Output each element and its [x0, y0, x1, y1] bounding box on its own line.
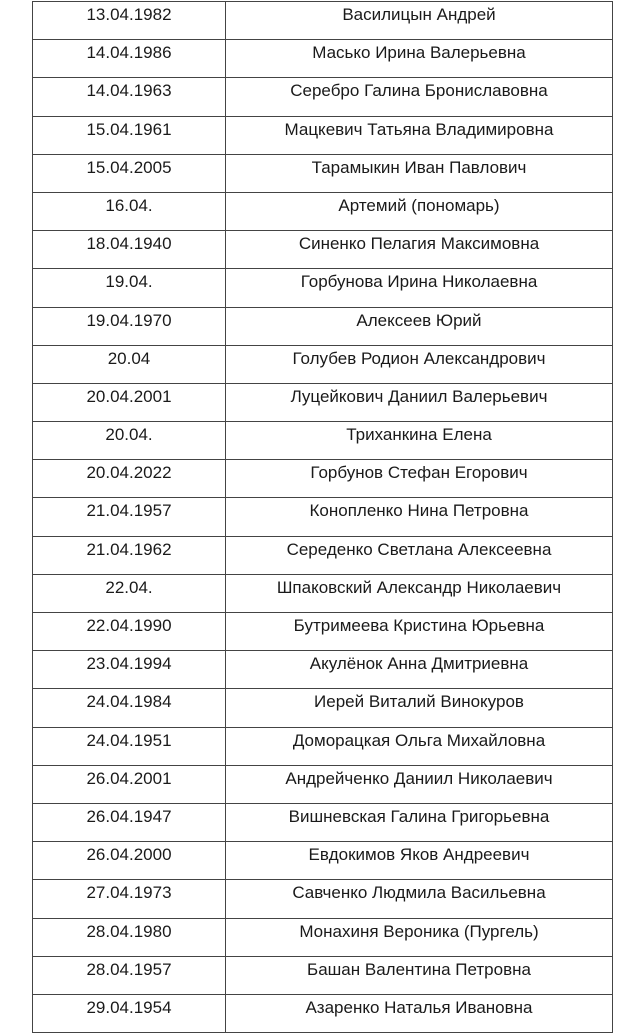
- name-cell: Триханкина Елена: [225, 421, 613, 461]
- table-row: 24.04.1984 Иерей Виталий Винокуров: [32, 688, 613, 728]
- date-cell: 14.04.1986: [32, 39, 226, 79]
- name-cell: Алексеев Юрий: [225, 306, 613, 346]
- table-row: 14.04.1963 Серебро Галина Брониславовна: [32, 77, 613, 117]
- name-cell: Башан Валентина Петровна: [225, 955, 613, 995]
- table-row: 16.04. Артемий (пономарь): [32, 191, 613, 232]
- name-cell: Азаренко Наталья Ивановна: [225, 993, 613, 1033]
- name-cell: Евдокимов Яков Андреевич: [225, 841, 613, 881]
- table-row: 23.04.1994 Акулёнок Анна Дмитриевна: [32, 650, 613, 690]
- name-cell: Артемий (пономарь): [225, 191, 613, 232]
- date-cell: 20.04.: [32, 421, 226, 461]
- name-cell: Василицын Андрей: [225, 0, 613, 41]
- date-cell: 18.04.1940: [32, 230, 226, 270]
- table-row: 21.04.1962 Середенко Светлана Алексеевна: [32, 535, 613, 575]
- date-cell: 16.04.: [32, 191, 226, 232]
- table-row: 29.04.1954 Азаренко Наталья Ивановна: [32, 993, 613, 1033]
- table-row: 14.04.1986 Масько Ирина Валерьевна: [32, 39, 613, 79]
- date-cell: 20.04.2001: [32, 382, 226, 423]
- name-cell: Савченко Людмила Васильевна: [225, 879, 613, 919]
- date-cell: 20.04.2022: [32, 459, 226, 499]
- date-cell: 19.04.1970: [32, 306, 226, 346]
- name-cell: Конопленко Нина Петровна: [225, 497, 613, 537]
- table-row: 13.04.1982 Василицын Андрей: [32, 0, 613, 41]
- name-cell: Горбунова Ирина Николаевна: [225, 268, 613, 308]
- name-cell: Вишневская Галина Григорьевна: [225, 802, 613, 843]
- name-cell: Акулёнок Анна Дмитриевна: [225, 650, 613, 690]
- table-row: 21.04.1957 Конопленко Нина Петровна: [32, 497, 613, 537]
- table-row: 22.04.1990 Бутримеева Кристина Юрьевна: [32, 611, 613, 652]
- date-cell: 28.04.1957: [32, 955, 226, 995]
- table-row: 20.04. Триханкина Елена: [32, 421, 613, 461]
- name-cell: Доморацкая Ольга Михайловна: [225, 726, 613, 766]
- name-cell: Середенко Светлана Алексеевна: [225, 535, 613, 575]
- date-cell: 27.04.1973: [32, 879, 226, 919]
- date-cell: 24.04.1951: [32, 726, 226, 766]
- name-cell: Синенко Пелагия Максимовна: [225, 230, 613, 270]
- date-cell: 14.04.1963: [32, 77, 226, 117]
- date-cell: 21.04.1962: [32, 535, 226, 575]
- name-cell: Андрейченко Даниил Николаевич: [225, 764, 613, 804]
- table-row: 24.04.1951 Доморацкая Ольга Михайловна: [32, 726, 613, 766]
- table-row: 27.04.1973 Савченко Людмила Васильевна: [32, 879, 613, 919]
- date-cell: 24.04.1984: [32, 688, 226, 728]
- date-cell: 20.04: [32, 344, 226, 384]
- dates-names-table: 13.04.1982 Василицын Андрей 14.04.1986 Мась…: [32, 0, 613, 1033]
- date-cell: 15.04.1961: [32, 115, 226, 155]
- name-cell: Луцейкович Даниил Валерьевич: [225, 382, 613, 423]
- name-cell: Бутримеева Кристина Юрьевна: [225, 611, 613, 652]
- table-row: 26.04.2000 Евдокимов Яков Андреевич: [32, 841, 613, 881]
- table-row: 28.04.1980 Монахиня Вероника (Пургель): [32, 917, 613, 957]
- date-cell: 23.04.1994: [32, 650, 226, 690]
- table-row: 15.04.1961 Мацкевич Татьяна Владимировна: [32, 115, 613, 155]
- date-cell: 26.04.1947: [32, 802, 226, 843]
- name-cell: Серебро Галина Брониславовна: [225, 77, 613, 117]
- date-cell: 26.04.2000: [32, 841, 226, 881]
- table-row: 26.04.1947 Вишневская Галина Григорьевна: [32, 802, 613, 843]
- date-cell: 28.04.1980: [32, 917, 226, 957]
- date-cell: 21.04.1957: [32, 497, 226, 537]
- name-cell: Мацкевич Татьяна Владимировна: [225, 115, 613, 155]
- name-cell: Шпаковский Александр Николаевич: [225, 573, 613, 614]
- date-cell: 26.04.2001: [32, 764, 226, 804]
- name-cell: Иерей Виталий Винокуров: [225, 688, 613, 728]
- table-row: 26.04.2001 Андрейченко Даниил Николаевич: [32, 764, 613, 804]
- table-row: 20.04.2001 Луцейкович Даниил Валерьевич: [32, 382, 613, 423]
- table-row: 19.04.1970 Алексеев Юрий: [32, 306, 613, 346]
- table-row: 20.04 Голубев Родион Александрович: [32, 344, 613, 384]
- name-cell: Голубев Родион Александрович: [225, 344, 613, 384]
- table-row: 19.04. Горбунова Ирина Николаевна: [32, 268, 613, 308]
- table-row: 18.04.1940 Синенко Пелагия Максимовна: [32, 230, 613, 270]
- name-cell: Монахиня Вероника (Пургель): [225, 917, 613, 957]
- date-cell: 22.04.1990: [32, 611, 226, 652]
- date-cell: 13.04.1982: [32, 0, 226, 41]
- table-row: 15.04.2005 Тарамыкин Иван Павлович: [32, 153, 613, 193]
- name-cell: Масько Ирина Валерьевна: [225, 39, 613, 79]
- table-row: 28.04.1957 Башан Валентина Петровна: [32, 955, 613, 995]
- date-cell: 22.04.: [32, 573, 226, 614]
- date-cell: 15.04.2005: [32, 153, 226, 193]
- date-cell: 29.04.1954: [32, 993, 226, 1033]
- name-cell: Горбунов Стефан Егорович: [225, 459, 613, 499]
- name-cell: Тарамыкин Иван Павлович: [225, 153, 613, 193]
- table-row: 20.04.2022 Горбунов Стефан Егорович: [32, 459, 613, 499]
- table-row: 22.04. Шпаковский Александр Николаевич: [32, 573, 613, 614]
- date-cell: 19.04.: [32, 268, 226, 308]
